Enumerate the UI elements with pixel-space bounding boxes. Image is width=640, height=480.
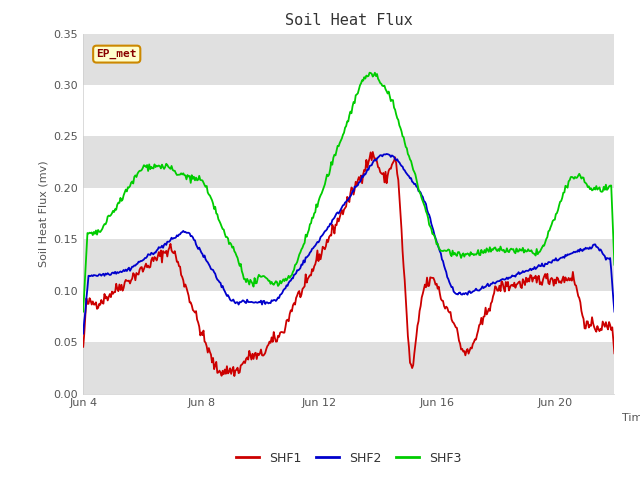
Bar	[83, 34, 614, 85]
Text: EP_met: EP_met	[97, 49, 137, 59]
Title: Soil Heat Flux: Soil Heat Flux	[285, 13, 413, 28]
Y-axis label: Soil Heat Flux (mv): Soil Heat Flux (mv)	[38, 160, 48, 267]
Bar	[83, 136, 614, 188]
X-axis label: Time: Time	[622, 413, 640, 423]
Legend: SHF1, SHF2, SHF3: SHF1, SHF2, SHF3	[232, 447, 466, 469]
Bar	[83, 342, 614, 394]
Bar	[83, 240, 614, 291]
Bar	[83, 291, 614, 342]
Bar	[83, 85, 614, 136]
Bar	[83, 188, 614, 240]
